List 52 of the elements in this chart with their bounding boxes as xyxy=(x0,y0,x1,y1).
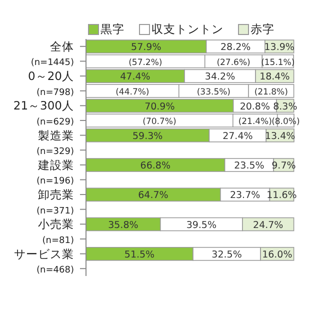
data-label: 11.6% xyxy=(266,190,297,202)
y-tick-label: 小売業 xyxy=(38,217,74,232)
data-label: (21.4%) xyxy=(238,117,272,128)
data-label: 13.4% xyxy=(264,130,296,142)
legend-label: 黒字 xyxy=(100,22,124,37)
data-label: 20.8% xyxy=(240,101,270,112)
data-label: 66.8% xyxy=(140,160,170,172)
y-tick-label: 0～20人 xyxy=(28,69,74,84)
data-label: (70.7%) xyxy=(142,117,176,128)
data-label: 18.4% xyxy=(260,72,290,83)
data-label: 70.9% xyxy=(144,101,175,112)
data-label: (8.0%) xyxy=(272,117,300,128)
data-label: 9.7% xyxy=(272,160,296,172)
data-label: 39.5% xyxy=(186,220,217,231)
data-label: 57.9% xyxy=(131,42,162,53)
y-tick-label: (n=371) xyxy=(36,206,74,216)
data-label: 24.7% xyxy=(253,220,284,231)
legend-label: 赤字 xyxy=(250,22,274,37)
data-label: 28.2% xyxy=(220,42,251,53)
data-label: 51.5% xyxy=(124,249,155,260)
legend-label: 収支トントン xyxy=(152,22,224,37)
y-tick-label: 製造業 xyxy=(38,128,74,142)
data-label: 35.8% xyxy=(108,220,138,231)
data-label: 27.4% xyxy=(222,130,253,142)
y-tick-label: (n=81) xyxy=(42,236,74,246)
y-tick-label: 全体 xyxy=(50,39,74,54)
y-tick-label: (n=196) xyxy=(36,176,74,187)
y-tick-label: 21～300人 xyxy=(13,98,74,113)
data-label: 64.7% xyxy=(138,190,168,202)
y-tick-label: (n=329) xyxy=(36,147,74,158)
y-tick-label: 卸売業 xyxy=(38,188,74,202)
data-label: (57.2%) xyxy=(128,58,162,68)
data-label: 16.0% xyxy=(262,249,292,260)
y-tick-label: 建設業 xyxy=(37,158,74,172)
data-label: (15.1%) xyxy=(261,58,295,68)
y-tick-label: (n=629) xyxy=(36,117,74,128)
y-tick-label: (n=468) xyxy=(36,266,74,276)
data-label: 47.4% xyxy=(120,72,150,83)
data-label: 13.9% xyxy=(264,42,294,53)
data-label: 8.3% xyxy=(273,101,298,112)
y-tick-label: サービス業 xyxy=(14,246,74,261)
y-tick-label: (n=1445) xyxy=(30,58,74,68)
data-label: (33.5%) xyxy=(196,87,231,98)
data-label: 32.5% xyxy=(212,249,242,260)
data-label: 23.7% xyxy=(230,190,260,202)
data-label: 23.5% xyxy=(234,160,264,172)
data-label: 59.3% xyxy=(132,130,163,142)
data-label: (27.6%) xyxy=(216,58,250,68)
data-label: (21.8%) xyxy=(254,87,288,98)
data-label: 34.2% xyxy=(204,72,236,83)
data-label: (44.7%) xyxy=(116,87,150,98)
y-tick-label: (n=798) xyxy=(36,88,74,98)
